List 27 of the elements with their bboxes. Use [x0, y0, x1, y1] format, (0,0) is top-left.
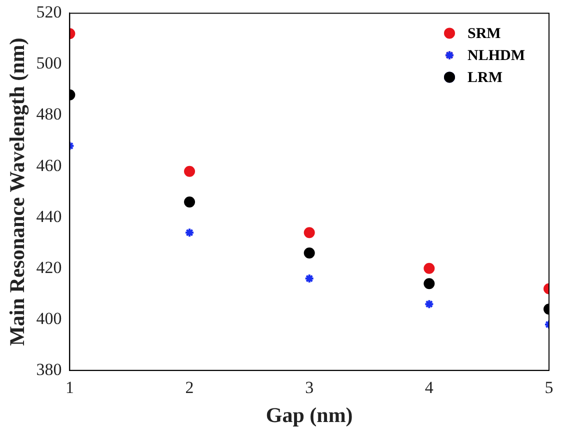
legend-label: SRM: [468, 26, 501, 42]
legend-label: NLHDM: [468, 48, 526, 64]
legend-label: LRM: [468, 70, 503, 86]
y-tick-label: 460: [36, 156, 62, 175]
point: [184, 166, 196, 177]
x-tick-label: 4: [424, 378, 434, 398]
y-axis-title: Main Resonance Wavelength (nm): [5, 38, 30, 346]
point: [424, 262, 435, 274]
point: [424, 278, 435, 290]
x-tick-label: 2: [185, 378, 194, 398]
y-tick-label: 400: [36, 308, 62, 328]
x-tick-label: 3: [305, 378, 314, 398]
y-tick-label: 420: [36, 258, 62, 277]
y-tick-label: 500: [36, 54, 62, 73]
y-tick-label: 440: [36, 206, 62, 226]
x-tick-label: 5: [544, 378, 554, 398]
point: [304, 274, 314, 284]
x-tick-label: 1: [65, 378, 74, 398]
y-tick-label: 520: [36, 2, 62, 22]
x-axis-title: Gap (nm): [266, 402, 353, 427]
y-tick-label: 380: [36, 360, 62, 379]
point: [304, 227, 315, 238]
point: [184, 196, 196, 208]
point: [304, 248, 315, 259]
point: [184, 228, 195, 238]
y-tick-label: 480: [36, 104, 62, 124]
point: [424, 299, 434, 310]
